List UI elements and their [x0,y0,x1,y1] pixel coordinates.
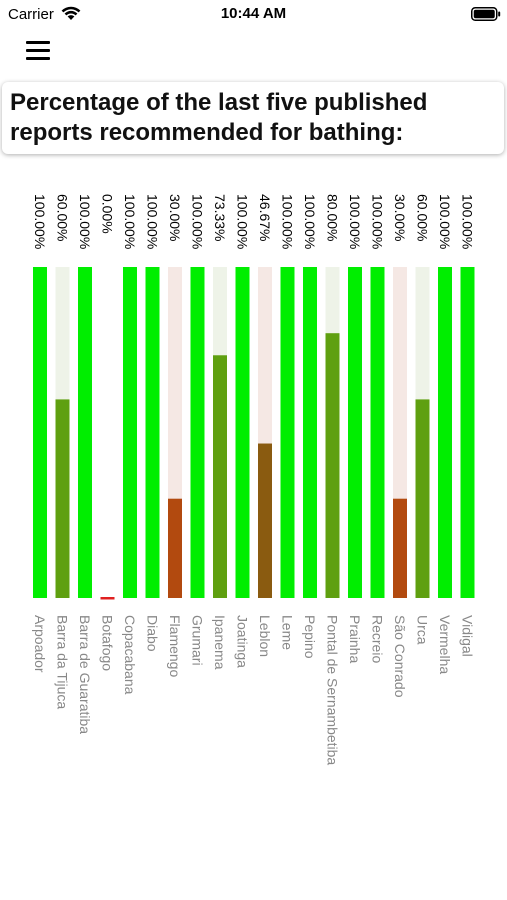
category-label: São Conrado [392,615,408,698]
category-label: Leme [280,615,296,650]
value-label: 100.00% [370,194,386,249]
bar-chart: 100.00% Arpoador 60.00% Barra da Tijuca 100.… [32,194,476,765]
value-label: 100.00% [460,194,476,249]
battery-icon [471,7,501,21]
bar [325,333,340,598]
value-label: 60.00% [55,194,71,241]
bar [258,443,272,598]
category-label: Prainha [347,615,363,663]
value-label: 100.00% [122,194,138,249]
bar [55,399,70,598]
page-title: Percentage of the last five published re… [10,89,428,146]
bar [370,267,385,598]
bar [393,498,407,598]
category-label: Urca [415,615,431,645]
category-label: Recreio [370,615,386,663]
bar [190,267,205,598]
value-label: 80.00% [325,194,341,241]
value-label: 100.00% [437,194,453,249]
bar [235,267,250,598]
value-label: 100.00% [145,194,161,249]
value-label: 73.33% [212,194,228,241]
bar [168,498,182,598]
bar [415,399,430,598]
wifi-icon [61,6,81,20]
value-label: 30.00% [167,194,183,241]
bar [303,267,317,598]
category-label: Arpoador [32,615,48,673]
menu-line-icon [26,41,50,44]
value-label: 46.67% [257,194,273,241]
hamburger-menu-button[interactable] [24,38,54,64]
category-label: Vermelha [437,615,453,674]
menu-line-icon [26,57,50,60]
value-label: 100.00% [235,194,251,249]
bar [100,597,115,600]
bar [460,267,475,598]
value-label: 60.00% [415,194,431,241]
status-bar: Carrier 10:44 AM [0,0,507,30]
bar [123,267,137,598]
category-label: Diabo [145,615,161,652]
value-label: 30.00% [392,194,408,241]
value-label: 100.00% [190,194,206,249]
value-label: 100.00% [347,194,363,249]
value-label: 0.00% [100,194,116,234]
bar [145,267,160,598]
value-label: 100.00% [32,194,48,249]
category-label: Pontal de Sernambetiba [325,615,341,765]
category-label: Copacabana [122,615,138,695]
value-label: 100.00% [302,194,318,249]
category-label: Barra de Guaratiba [77,615,93,734]
category-label: Ipanema [212,615,228,670]
category-label: Joatinga [235,615,251,668]
category-label: Flamengo [167,615,183,677]
bar [78,267,92,598]
value-label: 100.00% [280,194,296,249]
bar [438,267,452,598]
category-label: Grumari [190,615,206,666]
clock: 10:44 AM [220,5,287,22]
bar [348,267,362,598]
category-label: Botafogo [100,615,116,671]
category-label: Leblon [257,615,273,657]
menu-line-icon [26,49,50,52]
category-label: Barra da Tijuca [55,615,71,709]
title-card: Percentage of the last five published re… [2,82,504,154]
category-label: Vidigal [460,615,476,657]
carrier-label: Carrier [8,6,54,23]
bar [280,267,295,598]
bar [33,267,47,598]
value-label: 100.00% [77,194,93,249]
bar [213,355,227,598]
category-label: Pepino [302,615,318,659]
